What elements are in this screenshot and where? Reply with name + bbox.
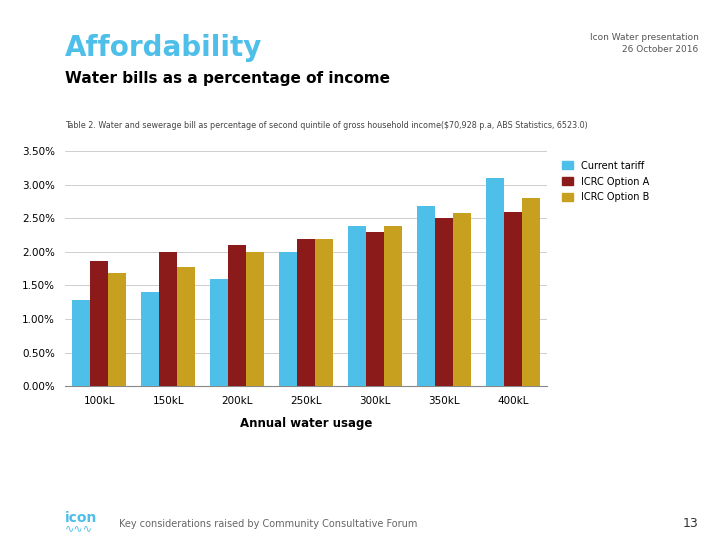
Text: The increase (approx. $300 per annum) is much more affordable for
medium income,: The increase (approx. $300 per annum) is… [114, 431, 649, 488]
Text: Icon Water presentation
26 October 2016: Icon Water presentation 26 October 2016 [590, 32, 698, 54]
Text: icon: icon [65, 511, 97, 525]
Bar [435, 218, 453, 386]
Bar [159, 252, 177, 386]
Text: ∿∿∿: ∿∿∿ [65, 523, 93, 533]
Text: Water bills as a percentage of income: Water bills as a percentage of income [65, 71, 390, 86]
Bar [366, 232, 384, 386]
Bar [384, 226, 402, 386]
Bar [108, 273, 126, 386]
Bar [228, 245, 246, 386]
Bar [73, 300, 90, 386]
Bar [246, 252, 264, 386]
Text: Affordability: Affordability [65, 34, 262, 62]
Bar [90, 261, 108, 386]
Legend: Current tariff, ICRC Option A, ICRC Option B: Current tariff, ICRC Option A, ICRC Opti… [562, 161, 649, 202]
Bar [486, 178, 504, 386]
Text: 13: 13 [683, 517, 698, 530]
Bar [279, 252, 297, 386]
Bar [453, 213, 471, 386]
Bar [210, 279, 228, 386]
Bar [348, 226, 366, 386]
Text: Table 2. Water and sewerage bill as percentage of second quintile of gross house: Table 2. Water and sewerage bill as perc… [65, 120, 588, 130]
X-axis label: Annual water usage: Annual water usage [240, 417, 372, 430]
Bar [417, 206, 435, 386]
Bar [177, 267, 195, 386]
Bar [315, 239, 333, 386]
Bar [522, 198, 539, 386]
Bar [297, 239, 315, 386]
Text: Key considerations raised by Community Consultative Forum: Key considerations raised by Community C… [119, 519, 417, 529]
Bar [141, 292, 159, 386]
Bar [504, 212, 522, 386]
